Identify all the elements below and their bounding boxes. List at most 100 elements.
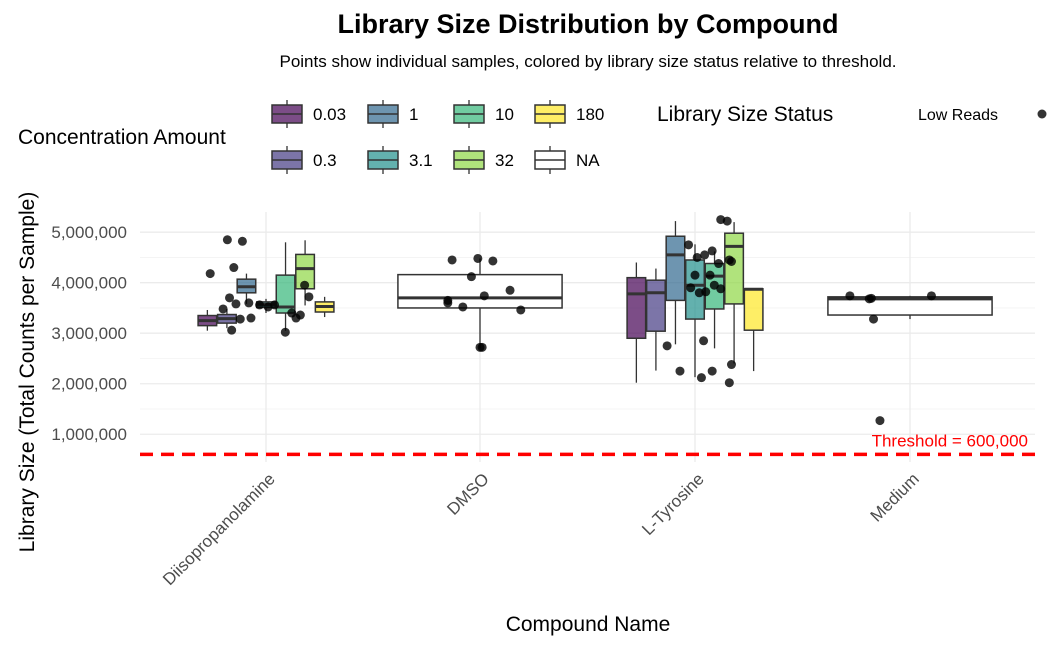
sample-point: [295, 310, 305, 320]
legend-status-label: Low Reads: [918, 107, 998, 124]
sample-point: [231, 299, 241, 309]
x-axis-title: Compound Name: [506, 613, 671, 636]
sample-point: [875, 416, 885, 426]
legend-fill-label: 0.3: [313, 151, 337, 170]
y-tick-label: 1,000,000: [51, 425, 127, 444]
sample-point: [707, 246, 717, 256]
boxplot: [397, 258, 563, 349]
x-axis: Diisopropanolamine DMSO L-Tyrosine Medium: [159, 469, 923, 589]
sample-point: [714, 259, 724, 269]
sample-point: [244, 298, 254, 308]
sample-point: [246, 313, 256, 323]
sample-point: [726, 256, 736, 266]
boxplot: [684, 244, 706, 378]
sample-point: [686, 283, 696, 293]
legend-fill-key: 0.03: [271, 100, 346, 128]
threshold: Threshold = 600,000: [140, 431, 1035, 457]
boxplot: [197, 309, 218, 331]
legend-fill-key: 3.1: [367, 146, 433, 174]
sample-point: [300, 280, 310, 290]
boxplot: [275, 242, 296, 331]
sample-point: [443, 298, 453, 308]
legend-fill-key: 0.3: [271, 146, 337, 174]
sample-point: [466, 272, 476, 282]
legend-fill-label: 1: [409, 105, 418, 124]
legend-status-point: [1037, 109, 1047, 119]
legend-fill-label: 0.03: [313, 105, 346, 124]
sample-point: [684, 240, 694, 250]
sample-point: [218, 304, 228, 314]
sample-point: [866, 293, 876, 303]
sample-point: [699, 336, 709, 346]
plot-grid: [140, 212, 1035, 462]
sample-point: [722, 216, 732, 226]
sample-point: [701, 287, 711, 297]
boxplot: [724, 222, 745, 364]
sample-point: [516, 305, 526, 315]
legend-fill-key: 10: [453, 100, 514, 128]
sample-point: [716, 284, 726, 294]
chart-subtitle: Points show individual samples, colored …: [279, 52, 896, 71]
legend-status-title: Library Size Status: [657, 103, 833, 126]
y-tick-label: 3,000,000: [51, 324, 127, 343]
y-tick-label: 2,000,000: [51, 375, 127, 394]
sample-point: [229, 263, 239, 273]
sample-point: [477, 342, 487, 352]
sample-points: [205, 215, 936, 426]
legend-fill-key: 180: [534, 100, 604, 128]
boxplot: [626, 262, 647, 383]
sample-point: [473, 253, 483, 263]
sample-point: [488, 256, 498, 266]
legend-fill-key: 1: [367, 100, 418, 128]
legend-concentration: Concentration Amount 0.03 1 10 180 0.3 3.1 32 N…: [18, 100, 604, 174]
legend-fill-label: 3.1: [409, 151, 433, 170]
sample-point: [479, 291, 489, 301]
legend-fill-label: 180: [576, 105, 604, 124]
boxplot: [743, 287, 764, 372]
x-tick-label: Medium: [867, 469, 923, 525]
x-tick-label: L-Tyrosine: [638, 469, 708, 539]
sample-point: [255, 300, 265, 310]
legend-library-size-status: Library Size Status Low Reads: [657, 103, 1047, 126]
box-body: [743, 288, 764, 331]
sample-point: [227, 325, 237, 335]
sample-point: [726, 360, 736, 370]
threshold-label: Threshold = 600,000: [872, 431, 1028, 450]
sample-point: [505, 285, 515, 295]
y-tick-label: 5,000,000: [51, 223, 127, 242]
sample-point: [458, 302, 468, 312]
x-tick-label: Diisopropanolamine: [159, 469, 279, 589]
y-tick-label: 4,000,000: [51, 274, 127, 293]
sample-point: [690, 270, 700, 280]
box-body: [665, 235, 686, 302]
x-tick-label: DMSO: [443, 469, 492, 518]
sample-point: [724, 378, 734, 388]
chart-title: Library Size Distribution by Compound: [337, 9, 838, 39]
sample-point: [845, 291, 855, 301]
legend-fill-key: 32: [453, 146, 514, 174]
boxplot: [665, 221, 686, 345]
boxplot: [645, 268, 666, 371]
boxplot: [314, 296, 335, 318]
box-body: [724, 232, 745, 305]
sample-point: [280, 327, 290, 337]
sample-point: [696, 373, 706, 383]
box-body: [645, 279, 666, 332]
sample-point: [707, 366, 717, 376]
box-body: [626, 276, 647, 340]
sample-point: [222, 235, 232, 245]
sample-point: [662, 341, 672, 351]
sample-point: [705, 270, 715, 280]
sample-point: [926, 291, 936, 301]
y-axis-title: Library Size (Total Counts per Sample): [16, 192, 39, 553]
sample-point: [692, 252, 702, 262]
sample-point: [237, 236, 247, 246]
sample-point: [869, 314, 879, 324]
sample-point: [225, 293, 235, 303]
sample-point: [304, 292, 314, 302]
legend-fill-label: 10: [495, 105, 514, 124]
sample-point: [700, 250, 710, 260]
sample-point: [235, 314, 245, 324]
y-axis: 1,000,000 2,000,000 3,000,000 4,000,000 5,00…: [51, 223, 127, 444]
